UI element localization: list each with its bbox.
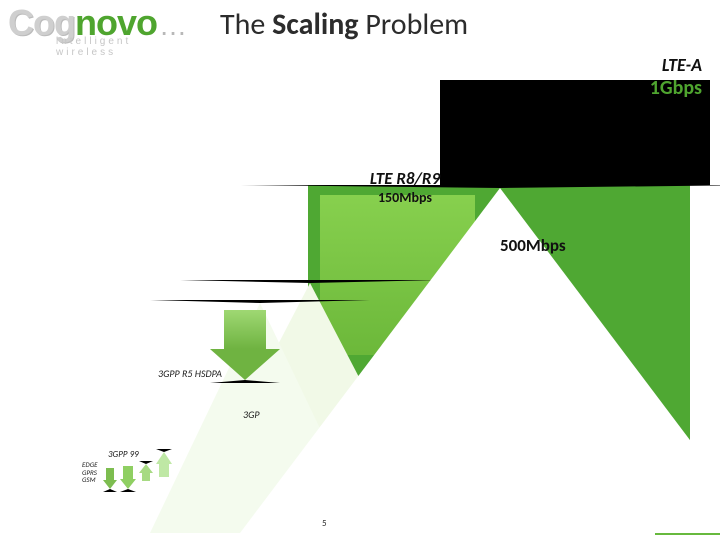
tiny-arrow-head-2 [139, 461, 153, 473]
lte-r8-name: LTE R8/R9 [355, 168, 455, 189]
tiny-arrow-head-3 [156, 449, 172, 464]
tiny-arrow-head-1 [120, 479, 136, 492]
tiny-legacy-labels: EDGEGPRSGSM [82, 461, 98, 484]
ltea-rate: 1Gbps [650, 76, 702, 100]
lte-r8-rate: 150Mbps [355, 189, 455, 206]
r6-label: 3GP [243, 408, 260, 421]
logo: Cognovo…intelligent wireless [8, 2, 189, 44]
tiny-gsm: GSM [82, 476, 98, 484]
rate-500: 500Mbps [500, 235, 566, 256]
title-rest: Problem [365, 6, 468, 43]
page-title: The Scaling Problem [220, 6, 468, 43]
title-strong: Scaling [272, 6, 365, 43]
ltea-label: LTE-A1Gbps [650, 54, 702, 100]
tiny-arrow-shaft-0 [106, 468, 114, 480]
title-prefix: The [220, 6, 272, 43]
hsdpa-arrow-shaft [224, 310, 266, 349]
r99-label: 3GPP 99 [108, 449, 139, 460]
ltea-name: LTE-A [650, 54, 702, 76]
logo-tagline: intelligent wireless [56, 36, 189, 58]
lte-r8-label: LTE R8/R9150Mbps [355, 168, 455, 206]
tiny-arrow-head-0 [103, 480, 117, 492]
big-white-triangle [240, 185, 720, 533]
tiny-arrow-shaft-1 [123, 466, 133, 479]
axis-tick-5: 5 [322, 518, 327, 529]
hsdpa-label: 3GPP R5 HSDPA [158, 367, 222, 380]
